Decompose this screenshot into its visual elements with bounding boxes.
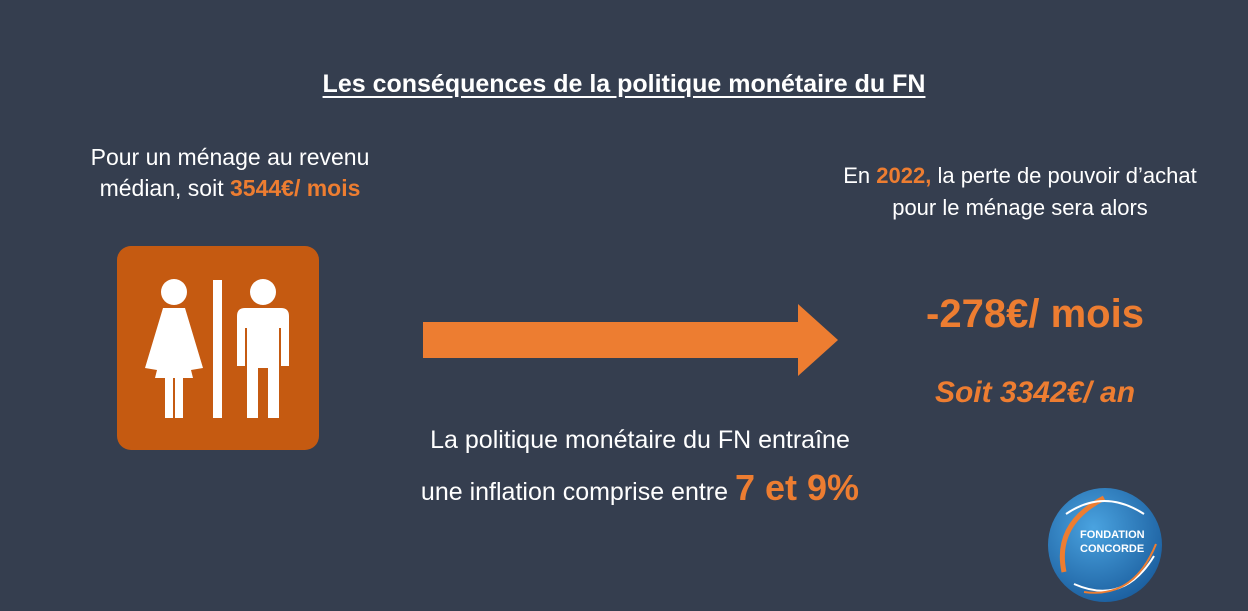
purchasing-power-statement: En 2022, la perte de pouvoir d’achat pou… [800,160,1240,224]
purchasing-line-2: pour le ménage sera alors [892,195,1148,220]
inflation-line-2-prefix: une inflation comprise entre [420,478,735,506]
inflation-statement: La politique monétaire du FN entraîne un… [360,416,920,516]
restroom-icon [117,246,319,450]
inflation-range: 7 et 9% [734,467,860,508]
purchasing-line-1-suffix: la perte de pouvoir d’achat [931,163,1197,188]
household-line-1: Pour un ménage au revenu [90,144,370,170]
right-arrow-icon [423,304,838,376]
logo-text: FONDATION CONCORDE [1080,528,1170,556]
target-year: 2022, [876,163,932,188]
purchasing-line-1: En 2022, la perte de pouvoir d’achat [800,160,1240,192]
monthly-loss: -278€/ mois [926,292,1144,336]
logo-line-2: CONCORDE [1080,543,1145,555]
inflation-line-1: La politique monétaire du FN entraîne [430,426,850,454]
median-income: 3544€/ mois [229,175,361,201]
household-line-2-prefix: médian, soit [99,175,230,201]
yearly-loss: Soit 3342€/ an [934,376,1136,409]
page-title: Les conséquences de la politique monétai… [322,70,926,98]
logo-line-1: FONDATION [1080,529,1145,541]
inflation-line-2: une inflation comprise entre 7 et 9% [360,464,920,516]
household-description: Pour un ménage au revenu médian, soit 35… [40,142,420,204]
household-line-2: médian, soit 3544€/ mois [40,173,420,204]
fondation-concorde-logo [1048,488,1162,602]
purchasing-prefix: En [843,163,877,188]
